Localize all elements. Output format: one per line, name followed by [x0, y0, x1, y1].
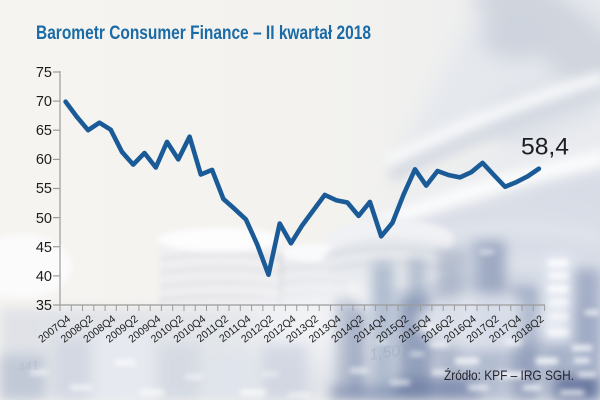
svg-text:Barometr Consumer Finance – II: Barometr Consumer Finance – II kwartał 2…: [36, 23, 371, 44]
svg-text:441: 441: [16, 357, 40, 375]
svg-text:75: 75: [36, 65, 52, 81]
svg-text:60: 60: [36, 152, 52, 168]
svg-text:70: 70: [36, 94, 52, 110]
svg-text:50: 50: [36, 211, 52, 227]
svg-text:45: 45: [36, 240, 52, 256]
svg-text:1,507: 1,507: [368, 341, 411, 364]
svg-text:58,4: 58,4: [521, 134, 569, 161]
svg-text:Źródło: KPF – IRG SGH.: Źródło: KPF – IRG SGH.: [444, 367, 574, 383]
svg-text:55: 55: [36, 181, 52, 197]
svg-text:65: 65: [36, 123, 52, 139]
svg-text:35: 35: [36, 298, 52, 314]
svg-text:40: 40: [36, 269, 52, 285]
